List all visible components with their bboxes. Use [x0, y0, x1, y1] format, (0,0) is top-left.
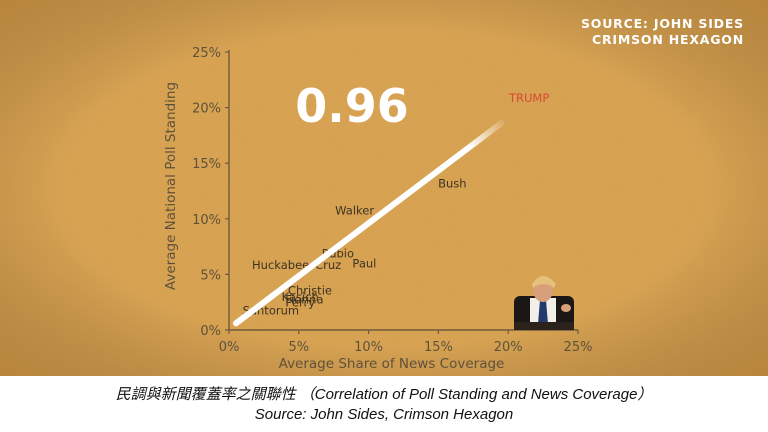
y-tick-label: 20%	[192, 102, 221, 117]
source-line-2: CRIMSON HEXAGON	[592, 32, 744, 47]
textured-background	[0, 0, 768, 376]
y-tick-label: 10%	[192, 213, 221, 228]
source-line-1: SOURCE: JOHN SIDES	[581, 16, 744, 31]
trend-line	[232, 120, 505, 327]
y-tick-label: 25%	[192, 46, 221, 61]
x-tick-label: 25%	[564, 340, 593, 355]
x-tick-label: 15%	[424, 340, 453, 355]
point-label-huckabee: Huckabee	[252, 258, 309, 272]
point-label-walker: Walker	[335, 203, 374, 217]
speaker-photo	[514, 276, 574, 330]
correlation-coefficient: 0.96	[295, 79, 409, 133]
x-tick-label: 10%	[354, 340, 383, 355]
y-tick-label: 5%	[200, 268, 221, 283]
point-label-bush: Bush	[438, 177, 466, 191]
y-tick-label: 15%	[192, 157, 221, 172]
caption-title: 民調與新聞覆蓋率之關聯性 （Correlation of Poll Standi…	[115, 386, 653, 403]
x-tick-label: 0%	[219, 340, 240, 355]
x-axis-title: Average Share of News Coverage	[279, 356, 505, 372]
point-label-fiorina: Fiorina	[285, 292, 323, 306]
caption-source: Source: John Sides, Crimson Hexagon	[254, 406, 514, 423]
point-label-christie: Christie	[288, 283, 332, 297]
y-axis-title: Average National Poll Standing	[163, 82, 179, 290]
point-label-trump: TRUMP	[508, 91, 549, 105]
point-label-kasich: Kasich	[282, 290, 319, 304]
point-label-paul: Paul	[352, 257, 376, 271]
x-tick-label: 20%	[494, 340, 523, 355]
point-label-perry: Perry	[285, 296, 315, 310]
y-tick-label: 0%	[200, 324, 221, 339]
video-frame: 0% 5% 10% 15% 20% 25% 0% 5% 10% 15% 20% 25% Average …	[0, 0, 768, 376]
x-tick-label: 5%	[288, 340, 309, 355]
scatter-chart: 0% 5% 10% 15% 20% 25% 0% 5% 10% 15% 20% 25% Average …	[163, 46, 593, 372]
